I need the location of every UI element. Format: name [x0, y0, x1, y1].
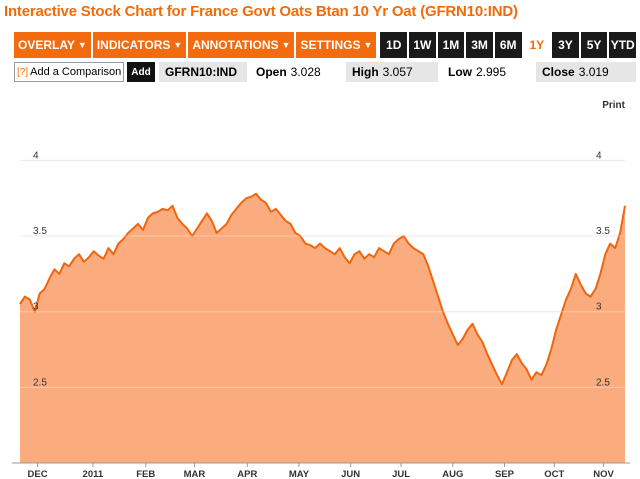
add-comparison-placeholder: Add a Comparison: [30, 66, 122, 78]
price-line: [19, 192, 626, 386]
x-tick-label: OCT: [544, 469, 564, 479]
x-tick-label: MAY: [289, 469, 310, 479]
range-1w-button[interactable]: 1W: [409, 32, 436, 58]
y-tick-label-right: 2.5: [596, 377, 610, 388]
open-label: Open: [256, 65, 287, 79]
caret-down-icon: ▼: [281, 40, 291, 50]
y-tick-label-right: 3: [596, 302, 602, 313]
y-tick-label-left: 2.5: [33, 377, 47, 388]
x-tick-label: FEB: [136, 469, 155, 479]
range-1d-button[interactable]: 1D: [380, 32, 408, 58]
chart-area[interactable]: Print 2.5 2.5 3 3 3.5 3.5 4 4 DEC 2011 FEB MAR APR MA…: [0, 95, 640, 479]
annotations-menu-button[interactable]: ANNOTATIONS ▼: [188, 32, 295, 58]
low-value: Low 2.995: [442, 62, 534, 82]
settings-menu-label: SETTINGS: [300, 38, 361, 52]
print-button[interactable]: Print: [602, 100, 625, 111]
y-tick-label-right: 3.5: [596, 226, 610, 237]
overlay-menu-label: OVERLAY: [18, 38, 75, 52]
close-number: 3.019: [578, 65, 609, 79]
x-tick-label: AUG: [442, 469, 463, 479]
stock-chart[interactable]: 2.5 2.5 3 3 3.5 3.5 4 4 DEC 2011 FEB MAR APR MAY JUN JU…: [0, 95, 640, 479]
y-tick-label-right: 4: [596, 150, 602, 161]
ticker-symbol: GFRN10:IND: [159, 62, 247, 82]
caret-down-icon: ▼: [173, 40, 183, 50]
range-ytd-button[interactable]: YTD: [609, 32, 637, 58]
range-3m-button[interactable]: 3M: [466, 32, 493, 58]
high-value: High 3.057: [346, 62, 438, 82]
x-tick-label: NOV: [593, 469, 614, 479]
low-label: Low: [448, 65, 472, 79]
open-number: 3.028: [290, 65, 321, 79]
x-tick-label: 2011: [83, 469, 104, 479]
y-tick-label-left: 3.5: [33, 226, 47, 237]
range-3y-button[interactable]: 3Y: [552, 32, 579, 58]
y-tick-label-left: 4: [33, 150, 39, 161]
low-number: 2.995: [476, 65, 507, 79]
add-comparison-input[interactable]: [?] Add a Comparison: [14, 62, 124, 82]
caret-down-icon: ▼: [77, 40, 87, 50]
range-5y-button[interactable]: 5Y: [580, 32, 608, 58]
help-icon[interactable]: [?]: [17, 66, 29, 78]
price-area: [20, 193, 625, 463]
x-tick-label: JUL: [392, 469, 410, 479]
annotations-menu-label: ANNOTATIONS: [192, 38, 279, 52]
settings-menu-button[interactable]: SETTINGS ▼: [296, 32, 377, 58]
range-1y-button[interactable]: 1Y: [523, 32, 551, 58]
x-tick-label: DEC: [28, 469, 48, 479]
x-tick-label: MAR: [184, 469, 206, 479]
x-tick-label: APR: [237, 469, 257, 479]
page-title: Interactive Stock Chart for France Govt …: [4, 3, 518, 20]
overlay-menu-button[interactable]: OVERLAY ▼: [14, 32, 91, 58]
x-tick-label: SEP: [495, 469, 515, 479]
add-comparison-button[interactable]: Add: [127, 62, 155, 82]
high-label: High: [352, 65, 379, 79]
open-value: Open 3.028: [250, 62, 342, 82]
range-6m-button[interactable]: 6M: [494, 32, 522, 58]
indicators-menu-button[interactable]: INDICATORS ▼: [92, 32, 187, 58]
indicators-menu-label: INDICATORS: [96, 38, 171, 52]
close-value: Close 3.019: [536, 62, 636, 82]
close-label: Close: [542, 65, 575, 79]
range-1m-button[interactable]: 1M: [437, 32, 465, 58]
caret-down-icon: ▼: [363, 40, 373, 50]
y-tick-label-left: 3: [33, 302, 39, 313]
chart-toolbar: OVERLAY ▼ INDICATORS ▼ ANNOTATIONS ▼ SET…: [14, 32, 637, 58]
high-number: 3.057: [382, 65, 413, 79]
x-tick-label: JUN: [341, 469, 360, 479]
quote-infobar: [?] Add a Comparison Add GFRN10:IND Open…: [14, 62, 636, 82]
